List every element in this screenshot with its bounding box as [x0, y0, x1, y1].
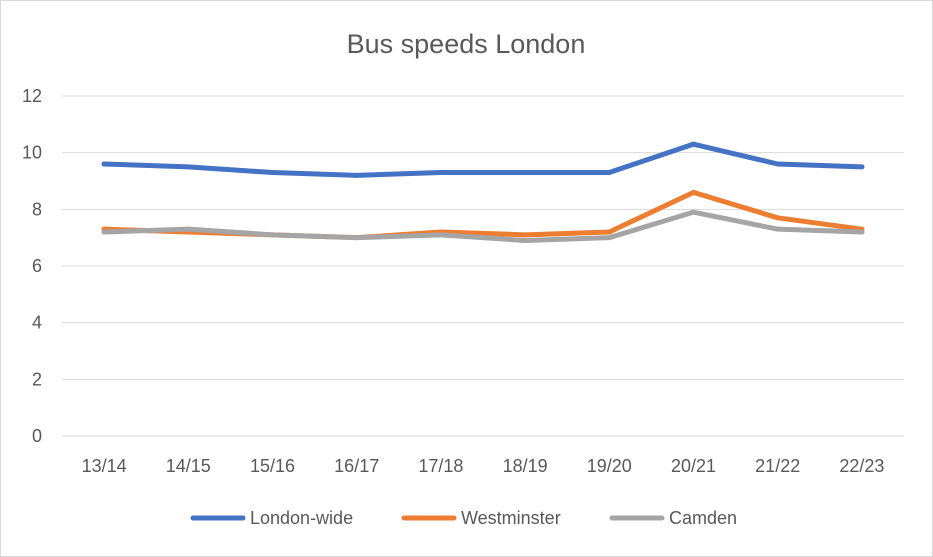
- data-point: [354, 235, 360, 241]
- legend-label: Camden: [669, 508, 737, 528]
- y-tick-label: 8: [32, 199, 42, 219]
- x-tick-label: 16/17: [334, 456, 379, 476]
- series-lines: [101, 141, 865, 243]
- data-point: [438, 232, 444, 238]
- data-point: [691, 189, 696, 195]
- legend: London-wide Westminster Camden: [190, 508, 737, 528]
- legend-item: Westminster: [401, 508, 561, 528]
- legend-label: London-wide: [250, 508, 353, 528]
- data-point: [606, 235, 612, 241]
- x-axis-ticks: 13/14 14/15 15/16 16/17 17/18 18/19 19/20 20/21…: [82, 456, 885, 476]
- data-point: [859, 229, 865, 235]
- series-line-london-wide: [101, 141, 865, 178]
- legend-item: London-wide: [190, 508, 353, 528]
- data-point: [522, 238, 528, 243]
- data-point: [354, 172, 360, 178]
- chart-title: Bus speeds London: [347, 29, 586, 59]
- data-point: [859, 164, 865, 170]
- x-tick-label: 20/21: [671, 456, 716, 476]
- data-point: [101, 229, 107, 235]
- data-point: [775, 215, 781, 221]
- series-line-camden: [101, 209, 865, 243]
- data-point: [775, 161, 781, 167]
- x-tick-label: 22/23: [839, 456, 884, 476]
- data-point: [185, 164, 191, 170]
- x-tick-label: 21/22: [755, 456, 800, 476]
- gridlines: [62, 95, 904, 437]
- data-point: [185, 226, 191, 232]
- data-point: [691, 209, 696, 215]
- x-tick-label: 18/19: [503, 456, 548, 476]
- x-tick-label: 17/18: [418, 456, 463, 476]
- data-point: [606, 170, 612, 175]
- x-tick-label: 14/15: [166, 456, 211, 476]
- data-point: [270, 232, 275, 238]
- data-point: [522, 232, 528, 238]
- y-tick-label: 2: [32, 369, 42, 389]
- data-point: [438, 170, 444, 175]
- data-point: [691, 141, 696, 147]
- legend-item: Camden: [609, 508, 737, 528]
- data-point: [775, 226, 781, 232]
- y-tick-label: 4: [32, 313, 42, 333]
- data-point: [101, 161, 107, 167]
- y-tick-label: 12: [22, 86, 42, 106]
- data-point: [606, 229, 612, 235]
- x-tick-label: 13/14: [82, 456, 127, 476]
- y-tick-label: 6: [32, 256, 42, 276]
- y-tick-label: 10: [22, 143, 42, 163]
- legend-label: Westminster: [461, 508, 561, 528]
- y-axis-ticks: 0 2 4 6 8 10 12: [22, 86, 42, 446]
- x-tick-label: 15/16: [250, 456, 295, 476]
- x-tick-label: 19/20: [587, 456, 632, 476]
- data-point: [522, 170, 528, 175]
- y-tick-label: 0: [32, 426, 42, 446]
- data-point: [270, 170, 275, 175]
